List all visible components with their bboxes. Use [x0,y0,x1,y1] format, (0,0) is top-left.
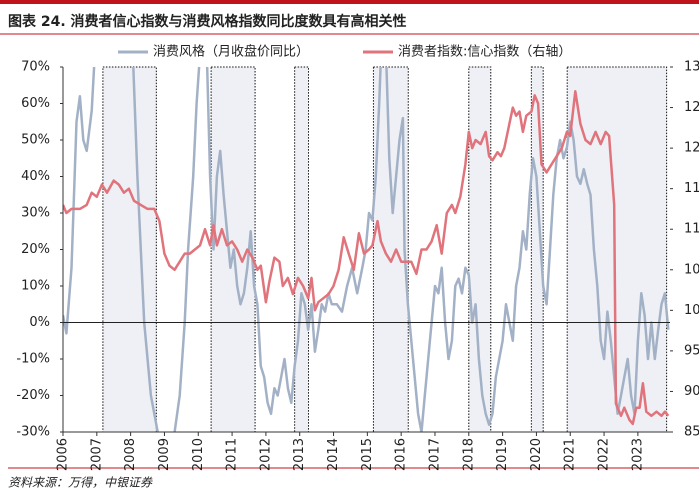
x-tick-label: 2009 [157,438,172,471]
y2-tick-label: 120 [684,141,699,156]
y-tick-label: 60% [21,96,50,111]
y-tick-label: 40% [21,169,50,184]
x-tick-label: 2011 [225,438,240,471]
shaded-period [468,66,492,433]
series-line [63,90,670,426]
source: 资料来源：万得，中银证券 [8,476,153,490]
x-tick-label: 2021 [563,438,578,471]
y-tick-label: -30% [16,425,50,440]
y-tick-label: 30% [21,206,50,221]
y-tick-label: 70% [21,60,50,75]
x-tick-label: 2017 [427,438,442,471]
y2-tick-label: 105 [684,262,699,277]
shaded-period [294,66,310,433]
x-tick-label: 2023 [630,438,645,471]
legend-label: 消费者指数:信心指数（右轴） [398,45,571,60]
x-tick-label: 2010 [191,438,206,471]
x-tick-label: 2006 [56,438,71,471]
y2-tick-label: 130 [684,60,699,75]
y2-tick-label: 115 [684,181,699,196]
y2-tick-label: 100 [684,303,699,318]
y2-tick-label: 85 [684,425,699,440]
y2-tick-label: 125 [684,100,699,115]
x-tick-label: 2007 [89,438,104,471]
y2-tick-label: 95 [684,343,699,358]
y2-tick-label: 110 [684,222,699,237]
x-tick-label: 2014 [326,438,341,471]
y-tick-label: 10% [21,279,50,294]
x-tick-label: 2016 [394,438,409,471]
y-tick-label: 20% [21,242,50,257]
y-tick-label: -10% [16,352,50,367]
x-tick-label: 2015 [360,438,375,471]
y2-tick-label: 90 [684,384,699,399]
x-tick-label: 2012 [258,438,273,471]
top-bar [0,0,699,4]
chart-title: 图表 24. 消费者信心指数与消费风格指数同比度数具有高相关性 [8,13,407,30]
x-tick-label: 2020 [529,438,544,471]
x-tick-label: 2013 [292,438,307,471]
shaded-period [566,66,668,433]
y-tick-label: -20% [16,388,50,403]
shaded-period [530,66,544,433]
plot-lines [63,67,670,432]
x-tick-label: 2019 [495,438,510,471]
legend-label: 消费风格（月收盘价同比） [153,44,309,60]
x-tick-label: 2008 [123,438,138,471]
series-line [63,67,670,432]
x-tick-label: 2018 [461,438,476,471]
y-tick-label: 50% [21,133,50,148]
x-tick-label: 2022 [597,438,612,471]
y-tick-label: 0% [29,315,50,330]
